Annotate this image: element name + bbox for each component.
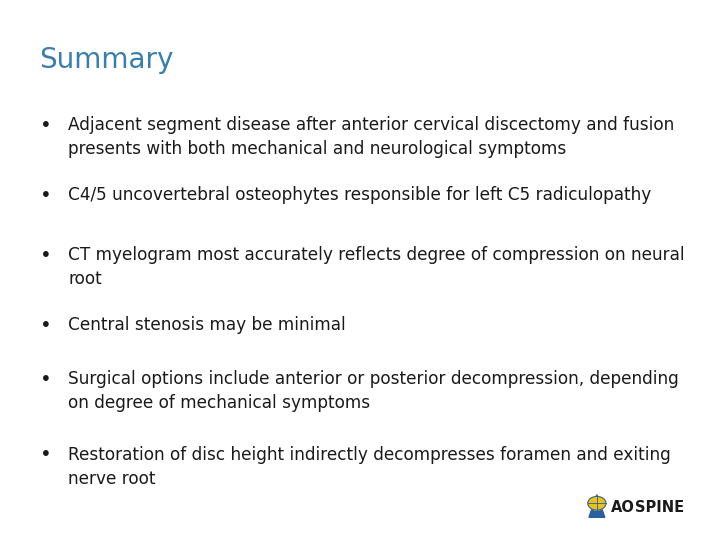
Text: •: • xyxy=(40,446,51,464)
Circle shape xyxy=(588,496,606,510)
Text: •: • xyxy=(40,186,51,205)
Text: AO: AO xyxy=(611,500,634,515)
Text: •: • xyxy=(40,246,51,265)
Text: •: • xyxy=(40,316,51,335)
Text: Adjacent segment disease after anterior cervical discectomy and fusion
presents : Adjacent segment disease after anterior … xyxy=(68,116,675,158)
Text: C4/5 uncovertebral osteophytes responsible for left C5 radiculopathy: C4/5 uncovertebral osteophytes responsib… xyxy=(68,186,652,204)
Text: CT myelogram most accurately reflects degree of compression on neural
root: CT myelogram most accurately reflects de… xyxy=(68,246,685,288)
Polygon shape xyxy=(589,495,605,517)
Text: Surgical options include anterior or posterior decompression, depending
on degre: Surgical options include anterior or pos… xyxy=(68,370,679,412)
Text: SPINE: SPINE xyxy=(635,500,684,515)
Text: Summary: Summary xyxy=(40,46,174,74)
Text: •: • xyxy=(40,370,51,389)
Text: Restoration of disc height indirectly decompresses foramen and exiting
nerve roo: Restoration of disc height indirectly de… xyxy=(68,446,671,488)
Text: Central stenosis may be minimal: Central stenosis may be minimal xyxy=(68,316,346,334)
Text: •: • xyxy=(40,116,51,135)
